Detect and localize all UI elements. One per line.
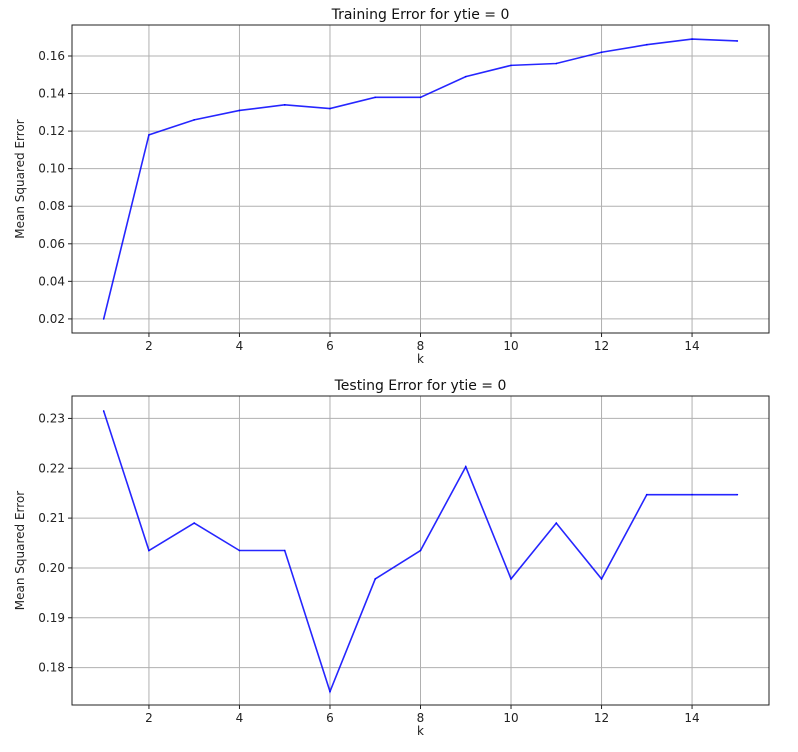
- training-x-tick-label: 10: [503, 339, 518, 353]
- testing-error-plot: 2 4 6 8 10 12 14 0.18 0.19 0.20 0.21 0.22 0.23 Testin…: [13, 378, 770, 738]
- testing-x-axis-label: k: [417, 724, 424, 738]
- testing-x-tick-label: 10: [503, 711, 518, 725]
- training-x-axis-label: k: [417, 352, 424, 366]
- testing-data-point: [238, 549, 241, 552]
- testing-data-point: [329, 690, 331, 693]
- training-data-point: [283, 104, 286, 106]
- training-data-point: [148, 134, 150, 136]
- testing-data-point: [283, 549, 286, 552]
- testing-y-tick-label: 0.18: [38, 661, 65, 675]
- testing-data-point: [419, 549, 422, 552]
- testing-x-tick-label: 4: [236, 711, 244, 725]
- testing-y-tick-label: 0.20: [38, 561, 65, 575]
- testing-y-tick-label: 0.19: [38, 611, 65, 625]
- training-x-tick-label: 14: [684, 339, 699, 353]
- testing-data-point: [193, 522, 196, 524]
- training-data-point: [645, 43, 648, 46]
- training-data-point: [691, 38, 693, 40]
- training-data-point: [329, 107, 331, 110]
- training-y-tick-label: 0.02: [38, 312, 65, 326]
- training-y-axis-label: Mean Squared Error: [13, 119, 27, 239]
- testing-data-point: [148, 549, 150, 552]
- testing-data-point: [645, 493, 648, 496]
- testing-x-tick-label: 14: [684, 711, 699, 725]
- testing-x-tick-label: 6: [326, 711, 334, 725]
- training-data-point: [374, 96, 377, 99]
- training-data-point: [464, 75, 467, 78]
- testing-chart-title: Testing Error for ytie = 0: [334, 378, 507, 394]
- training-y-tick-label: 0.04: [38, 274, 65, 288]
- testing-data-point: [102, 410, 105, 412]
- training-x-tick-label: 4: [236, 339, 244, 353]
- testing-data-point: [510, 578, 512, 580]
- training-data-point: [193, 119, 196, 121]
- training-y-tick-label: 0.08: [38, 199, 65, 213]
- testing-data-point: [555, 522, 558, 524]
- testing-data-point: [736, 493, 739, 496]
- testing-data-point: [600, 578, 603, 580]
- testing-x-tick-label: 2: [145, 711, 153, 725]
- training-x-tick-label: 6: [326, 339, 334, 353]
- training-data-point: [600, 51, 603, 54]
- training-y-tick-label: 0.10: [38, 162, 65, 176]
- testing-y-tick-label: 0.21: [38, 511, 65, 525]
- testing-y-axis-label: Mean Squared Error: [13, 491, 27, 611]
- training-data-point: [510, 64, 512, 67]
- testing-data-point: [374, 578, 377, 580]
- training-chart-title: Training Error for ytie = 0: [331, 7, 510, 23]
- training-x-tick-label: 8: [417, 339, 425, 353]
- training-data-point: [736, 40, 739, 42]
- training-error-plot: 2 4 6 8 10 12 14 0.02 0.04 0.06 0.08 0.10 0.12 0.14 0.…: [13, 7, 770, 366]
- testing-y-tick-label: 0.23: [38, 411, 65, 425]
- testing-data-point: [691, 493, 693, 496]
- training-y-tick-label: 0.16: [38, 49, 65, 63]
- training-x-tick-label: 2: [145, 339, 153, 353]
- training-y-tick-label: 0.06: [38, 237, 65, 251]
- training-data-point: [102, 318, 105, 320]
- training-x-tick-label: 12: [594, 339, 609, 353]
- training-data-point: [419, 96, 422, 99]
- testing-x-tick-label: 12: [594, 711, 609, 725]
- training-data-point: [555, 62, 558, 65]
- testing-data-point: [464, 465, 467, 468]
- testing-y-tick-label: 0.22: [38, 461, 65, 475]
- training-y-tick-label: 0.14: [38, 87, 65, 101]
- testing-x-tick-label: 8: [417, 711, 425, 725]
- training-y-tick-label: 0.12: [38, 124, 65, 138]
- training-data-point: [238, 109, 241, 112]
